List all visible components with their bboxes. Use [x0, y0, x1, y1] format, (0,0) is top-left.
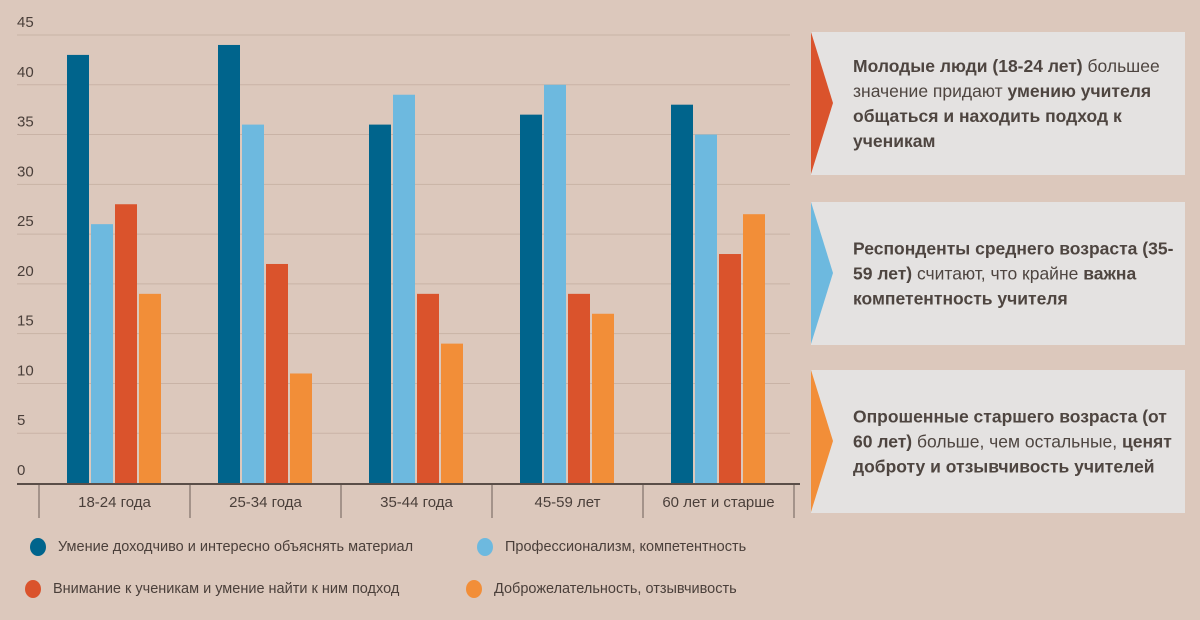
legend-item: Умение доходчиво и интересно объяснять м… [30, 538, 413, 556]
insight-text: Опрошенные старшего возраста (от 60 лет)… [853, 404, 1175, 479]
arrow-icon [811, 370, 833, 512]
bar [544, 84, 566, 484]
insight-text: Молодые люди (18-24 лет) большее значени… [853, 54, 1175, 154]
arrow-icon [811, 32, 833, 174]
y-tick-label: 15 [17, 313, 34, 330]
x-tick-label: 25-34 года [229, 494, 302, 511]
y-tick-label: 40 [17, 64, 34, 81]
insight-text-part: Опрошенные старшего возраста (от 60 лет) [853, 406, 1167, 451]
y-tick-label: 30 [17, 163, 34, 180]
y-tick-label: 35 [17, 114, 34, 131]
bar [139, 293, 161, 483]
x-tick-label: 18-24 года [78, 494, 151, 511]
bar [115, 204, 137, 483]
bar [67, 54, 89, 484]
insight-text-part: умению учителя общаться и находить подхо… [853, 80, 1152, 151]
legend-label: Внимание к ученикам и умение найти к ним… [53, 581, 400, 597]
bar [743, 214, 765, 483]
legend-item: Профессионализм, компетентность [477, 538, 746, 556]
legend-swatch-icon [477, 538, 493, 556]
bar [695, 134, 717, 484]
legend-label: Умение доходчиво и интересно объяснять м… [58, 539, 414, 555]
bar [290, 373, 312, 483]
bar [719, 254, 741, 483]
bar [242, 124, 264, 483]
x-tick-label: 45-59 лет [535, 494, 601, 511]
y-tick-label: 25 [17, 213, 34, 230]
legend-item: Доброжелательность, отзывчивость [466, 580, 737, 598]
bar [218, 44, 240, 483]
bar [671, 104, 693, 483]
insight-text-part: ценят доброту и отзывчивость учителей [853, 431, 1172, 476]
insight-text-part: большее значение придают [853, 55, 1160, 101]
insight-panel: Молодые люди (18-24 лет) большее значени… [811, 32, 1185, 175]
bar [369, 124, 391, 483]
insight-text-part: больше, чем остальные, [912, 431, 1122, 451]
insight-text-part: важна компетентность учителя [853, 263, 1137, 308]
bar [520, 114, 542, 484]
legend-item: Внимание к ученикам и умение найти к ним… [25, 580, 399, 598]
insight-text-part: считают, что крайне [912, 263, 1084, 283]
bar [568, 293, 590, 483]
legend-swatch-icon [25, 580, 41, 598]
insight-text-part: Молодые люди (18-24 лет) [853, 55, 1083, 76]
legend-label: Доброжелательность, отзывчивость [494, 581, 737, 597]
legend-swatch-icon [30, 538, 46, 556]
bar-chart: 0 5 10 15 20 25 30 35 40 45 18-24 года 25-34 года 35… [17, 14, 800, 518]
bar [417, 293, 439, 483]
legend-label: Профессионализм, компетентность [505, 539, 747, 555]
x-tick-label: 35-44 года [380, 494, 453, 511]
bar [441, 343, 463, 483]
insight-panel: Респонденты среднего возраста (35-59 лет… [811, 202, 1185, 345]
y-tick-label: 45 [17, 14, 34, 31]
bar [266, 263, 288, 483]
bar [91, 224, 113, 483]
y-tick-label: 20 [17, 263, 34, 280]
y-tick-label: 5 [17, 412, 25, 429]
insight-text: Респонденты среднего возраста (35-59 лет… [853, 236, 1175, 311]
x-tick-label: 60 лет и старше [662, 494, 774, 511]
insight-panel: Опрошенные старшего возраста (от 60 лет)… [811, 370, 1185, 513]
bar [592, 313, 614, 483]
legend-swatch-icon [466, 580, 482, 598]
y-tick-label: 10 [17, 362, 34, 379]
arrow-icon [811, 202, 833, 344]
insight-text-part: Респонденты среднего возраста (35-59 лет… [853, 238, 1174, 283]
bar [393, 94, 415, 483]
y-tick-label: 0 [17, 462, 25, 479]
